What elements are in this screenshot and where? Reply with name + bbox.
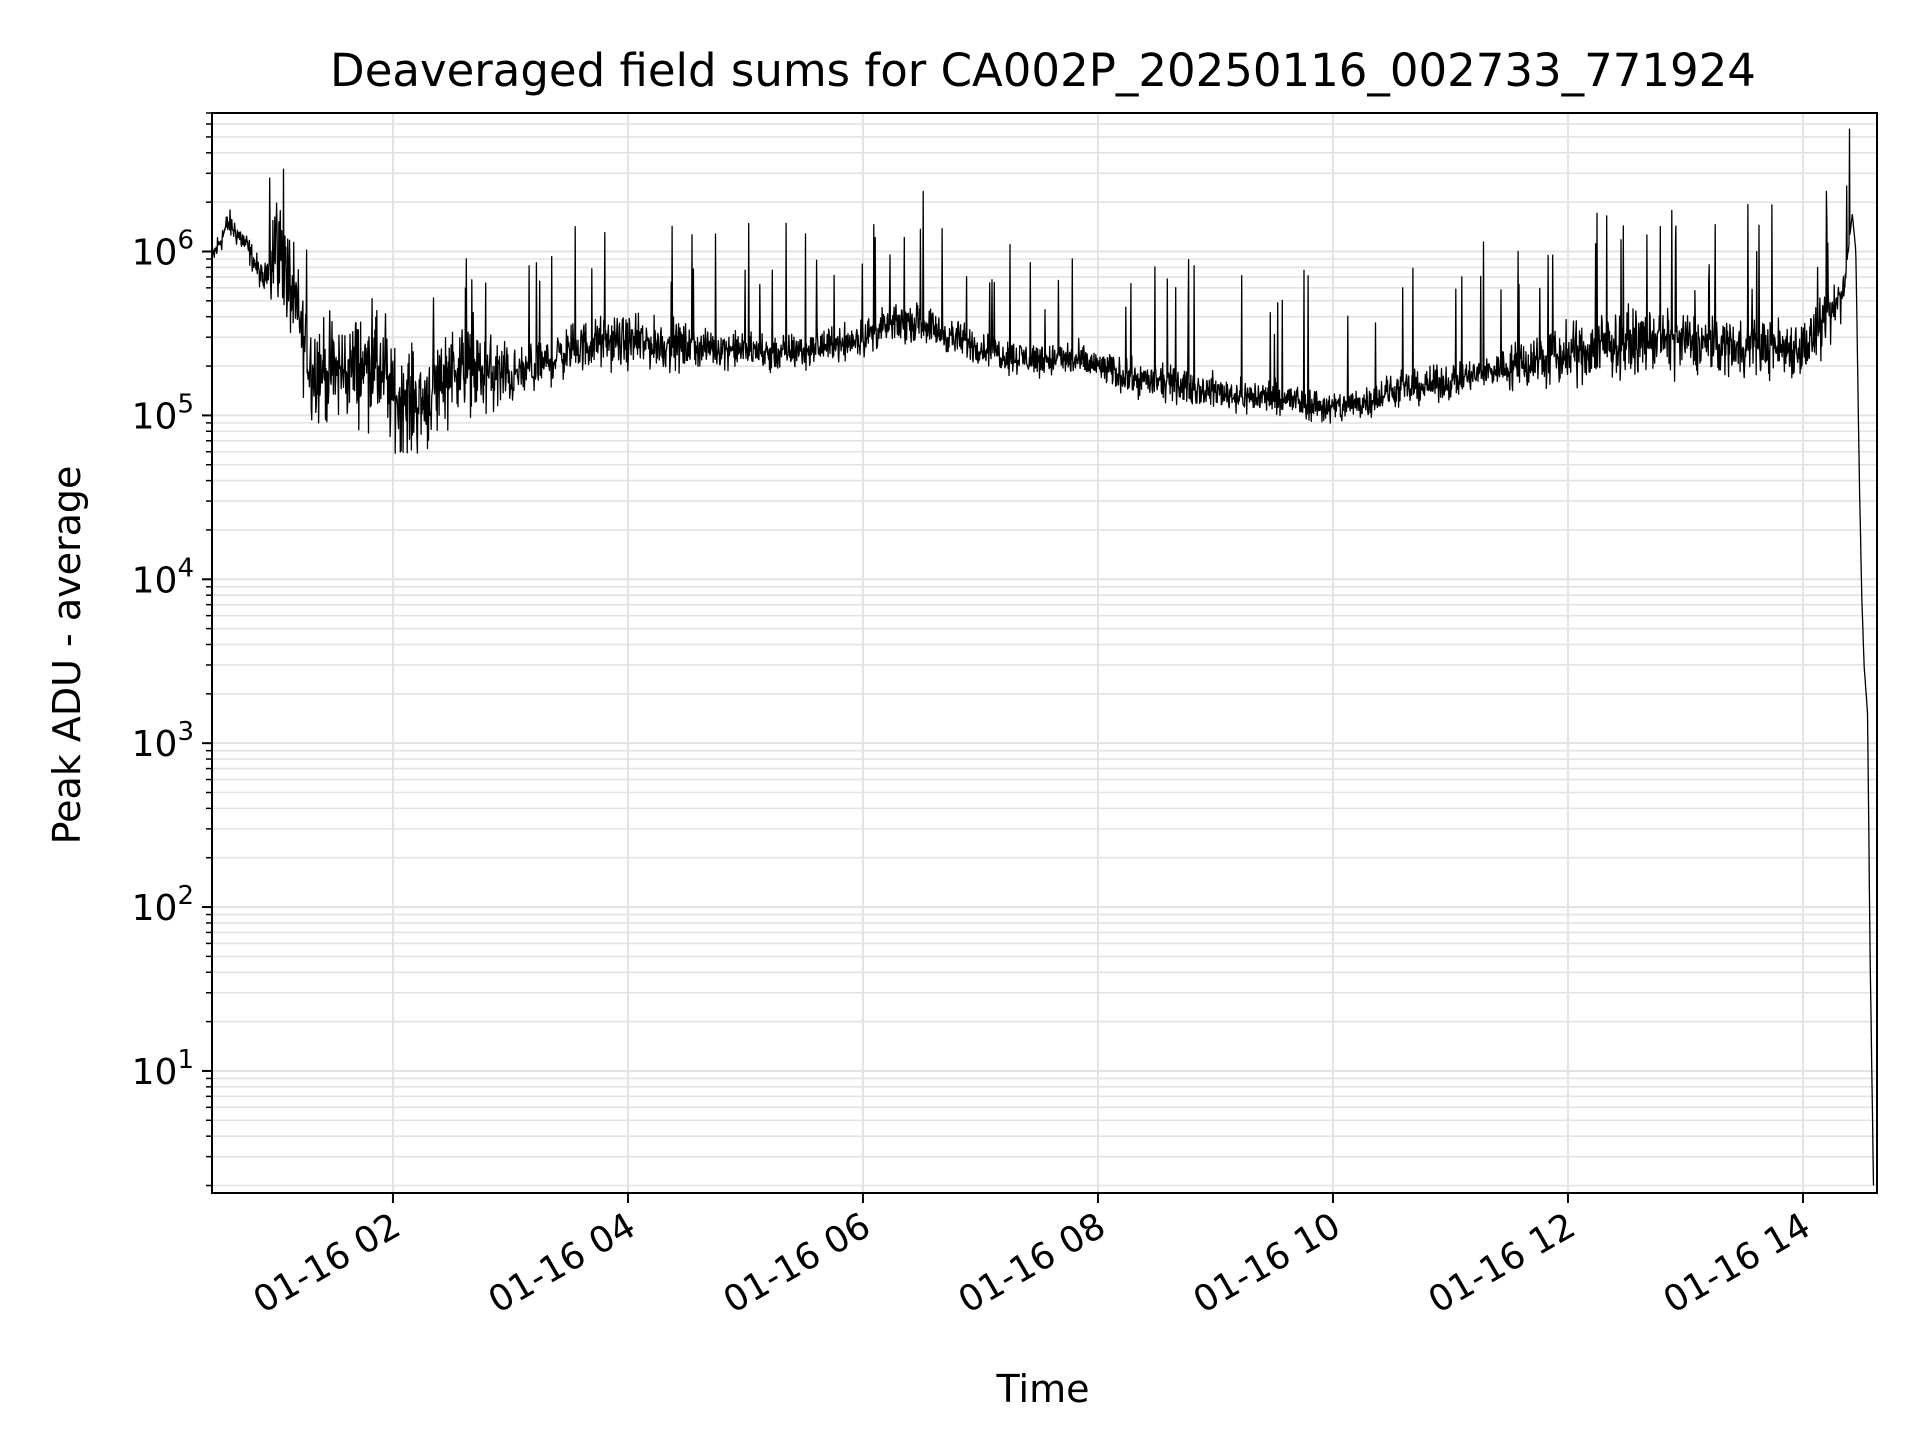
x-axis-title: Time <box>996 1367 1090 1411</box>
y-tick-label: 105 <box>132 389 194 437</box>
axes-frame <box>211 112 1878 1194</box>
y-tick-label: 101 <box>132 1045 194 1093</box>
plot-area <box>211 128 1875 1186</box>
chart-title: Deaveraged field sums for CA002P_2025011… <box>330 44 1756 97</box>
y-tick-label: 106 <box>132 226 194 274</box>
series-line <box>211 128 1875 1186</box>
y-tick-label: 104 <box>132 553 194 601</box>
y-tick-label: 102 <box>132 881 194 929</box>
y-axis: 101 102 103 104 105 106 <box>132 112 212 1187</box>
y-tick-label: 103 <box>132 717 194 765</box>
y-axis-title: Peak ADU - average <box>45 466 89 845</box>
